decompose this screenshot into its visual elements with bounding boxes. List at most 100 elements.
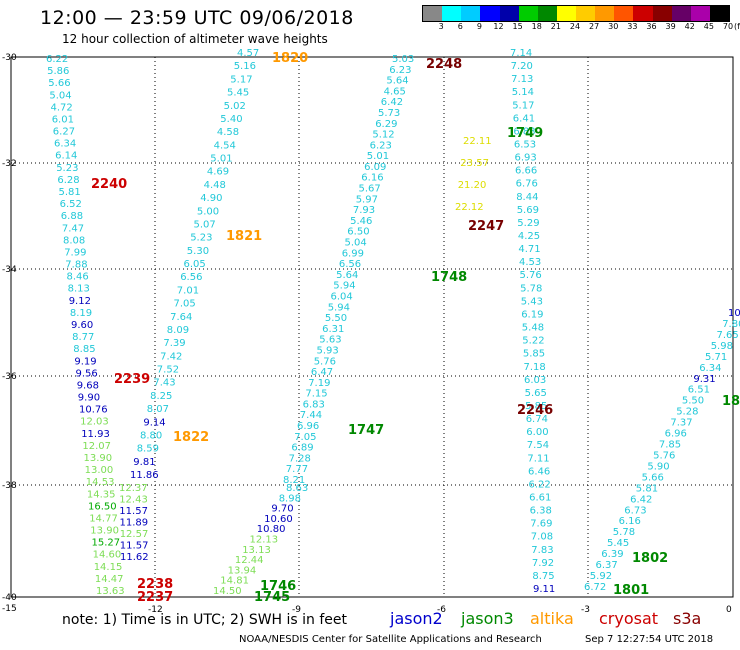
wave-height-value: 7.99 <box>64 248 86 259</box>
wave-height-value: 5.65 <box>525 388 547 399</box>
wave-height-value: 5.29 <box>517 218 539 229</box>
wave-height-value: 8.25 <box>150 391 172 402</box>
wave-height-value: 6.34 <box>54 139 76 150</box>
wave-height-value: 4.25 <box>518 231 540 242</box>
wave-height-value: 8.98 <box>279 493 301 504</box>
wave-height-value: 11.86 <box>130 470 159 481</box>
wave-height-value: 6.23 <box>370 140 392 151</box>
color-swatch-14 <box>690 6 710 21</box>
wave-height-value: 5.66 <box>642 472 664 483</box>
wave-height-value: 6.03 <box>524 375 546 386</box>
wave-height-value: 4.53 <box>519 257 541 268</box>
wave-height-value: 13.13 <box>242 545 271 556</box>
wave-height-value: 4.71 <box>518 244 540 255</box>
wave-height-value: 5.04 <box>49 90 71 101</box>
wave-height-value: 6.96 <box>665 429 687 440</box>
pass-time-label: 2240 <box>91 177 127 192</box>
wave-height-value: 9.31 <box>693 374 715 385</box>
color-tick-label: 45 <box>703 22 714 31</box>
color-tick-label: 3 <box>438 22 444 31</box>
color-tick-label: 39 <box>665 22 676 31</box>
pass-time-label: 2246 <box>517 403 553 418</box>
wave-height-value: 7.15 <box>305 389 327 400</box>
color-swatch-5 <box>518 6 538 21</box>
wave-height-value: 7.77 <box>286 464 308 475</box>
wave-height-value: 6.01 <box>52 115 74 126</box>
lon-label: -3 <box>581 605 590 615</box>
wave-height-value: 6.93 <box>515 153 537 164</box>
wave-height-value: 7.54 <box>527 440 549 451</box>
color-swatch-10 <box>614 6 634 21</box>
color-tick-label: 70 <box>722 22 734 31</box>
footer-note: note: 1) Time is in UTC; 2) SWH is in fe… <box>62 612 348 628</box>
wave-height-value: 5.01 <box>367 151 389 162</box>
wave-height-value: 5.17 <box>512 100 534 111</box>
color-swatch-4 <box>499 6 519 21</box>
wave-height-value: 22.12 <box>455 202 484 213</box>
wave-height-value: 6.76 <box>516 179 538 190</box>
wave-height-value: 5.45 <box>227 88 249 99</box>
pass-time-label: 1745 <box>254 590 290 605</box>
color-tick-label: 30 <box>608 22 619 31</box>
wave-height-value: 8.09 <box>167 325 189 336</box>
wave-height-value: 6.37 <box>596 560 618 571</box>
wave-height-value: 6.04 <box>331 292 353 303</box>
wave-height-value: 5.85 <box>523 349 545 360</box>
wave-height-value: 14.53 <box>86 477 115 488</box>
wave-height-value: 5.73 <box>378 108 400 119</box>
wave-height-value: 6.99 <box>342 248 364 259</box>
wave-height-value: 6.56 <box>180 272 202 283</box>
wave-height-value: 6.42 <box>630 494 652 505</box>
wave-height-value: 7.14 <box>510 48 532 59</box>
wave-height-value: 13.94 <box>228 565 257 576</box>
wave-height-value: 21.20 <box>458 180 487 191</box>
wave-height-value: 6.16 <box>619 516 641 527</box>
lon-label: 0 <box>726 605 732 615</box>
wave-height-value: 22.11 <box>463 136 492 147</box>
wave-height-value: 5.94 <box>328 302 350 313</box>
pass-time-label: 2239 <box>114 372 150 387</box>
pass-time-label: 1820 <box>272 51 308 66</box>
wave-height-value: 9.90 <box>78 393 100 404</box>
wave-height-value: 14.15 <box>94 562 123 573</box>
wave-height-value: 5.81 <box>59 187 81 198</box>
lat-label: -36 <box>2 372 17 382</box>
footer-credit: NOAA/NESDIS Center for Satellite Applica… <box>239 634 542 645</box>
wave-height-value: 7.05 <box>174 299 196 310</box>
wave-height-value: 6.31 <box>322 324 344 335</box>
legend-s3a: s3a <box>673 609 702 628</box>
wave-height-value: 7.47 <box>62 223 84 234</box>
wave-height-value: 7.13 <box>511 74 533 85</box>
wave-height-value: 14.60 <box>93 550 122 561</box>
wave-height-value: 9.70 <box>271 504 293 515</box>
wave-height-value: 6.47 <box>311 367 333 378</box>
wave-height-value: 4.58 <box>217 127 239 138</box>
wave-height-value: 5.94 <box>333 281 355 292</box>
color-swatch-6 <box>537 6 557 21</box>
wave-height-value: 5.78 <box>613 527 635 538</box>
lon-label: -6 <box>437 605 446 615</box>
lon-label: -12 <box>148 605 163 615</box>
wave-height-value: 7.80 <box>722 319 740 330</box>
wave-height-value: 8.85 <box>73 344 95 355</box>
wave-height-value: 5.22 <box>522 336 544 347</box>
wave-height-value: 4.72 <box>51 102 73 113</box>
wave-height-value: 6.41 <box>513 113 535 124</box>
color-tick-label: 6 <box>457 22 463 31</box>
wave-height-value: 13.00 <box>85 465 114 476</box>
wave-height-value: 6.39 <box>601 549 623 560</box>
wave-height-value: 5.64 <box>386 76 408 87</box>
wave-height-value: 8.63 <box>286 483 308 494</box>
wave-height-value: 14.35 <box>87 489 116 500</box>
wave-height-value: 6.72 <box>584 582 606 593</box>
wave-height-value: 14.81 <box>220 576 249 587</box>
lon-label: -9 <box>292 605 301 615</box>
wave-height-value: 12.44 <box>235 555 264 566</box>
wave-height-value: 6.61 <box>529 493 551 504</box>
wave-height-value: 6.50 <box>347 227 369 238</box>
legend-cryosat: cryosat <box>599 609 659 628</box>
wave-height-value: 6.22 <box>46 54 68 65</box>
wave-height-value: 11.93 <box>81 429 110 440</box>
wave-height-value: 6.14 <box>55 151 77 162</box>
